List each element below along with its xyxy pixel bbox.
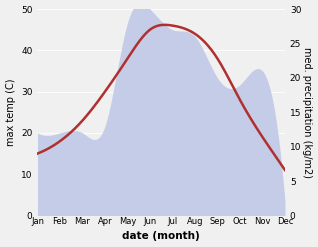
X-axis label: date (month): date (month) [122,231,200,242]
Y-axis label: med. precipitation (kg/m2): med. precipitation (kg/m2) [302,47,313,178]
Y-axis label: max temp (C): max temp (C) [5,79,16,146]
